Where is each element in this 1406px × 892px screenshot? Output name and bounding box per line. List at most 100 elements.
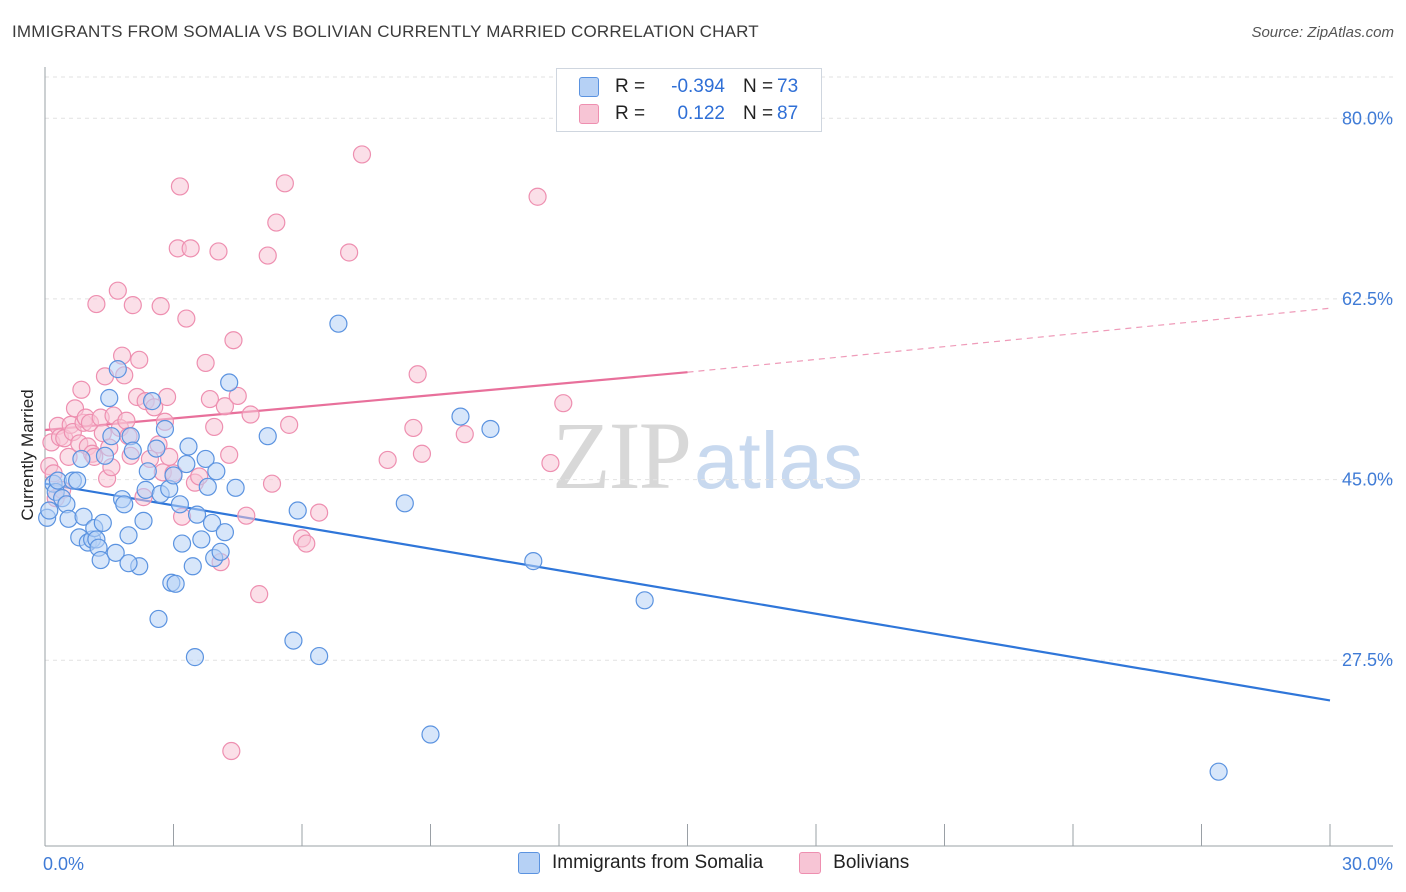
point-bolivian xyxy=(130,350,149,369)
point-bolivian xyxy=(237,506,256,525)
point-somalia xyxy=(108,360,127,379)
point-somalia xyxy=(68,471,87,490)
trend-line-bolivians-extension xyxy=(687,307,1331,373)
point-somalia xyxy=(123,441,142,460)
point-bolivian xyxy=(224,331,243,350)
series-legend: Immigrants from Somalia Bolivians xyxy=(518,852,945,874)
point-somalia xyxy=(310,646,329,666)
legend-n-value: 73 xyxy=(777,76,799,97)
point-somalia xyxy=(226,478,245,497)
point-bolivian xyxy=(215,397,234,416)
point-somalia xyxy=(481,419,500,439)
point-somalia xyxy=(220,373,239,392)
legend-label-bolivians: Bolivians xyxy=(833,852,910,873)
legend-row-somalia: R = -0.394 N = 73 xyxy=(579,76,798,98)
point-somalia xyxy=(215,523,234,542)
point-bolivian xyxy=(87,294,106,314)
point-somalia xyxy=(288,501,307,520)
point-bolivian xyxy=(340,243,359,262)
point-somalia xyxy=(635,591,654,610)
point-bolivian xyxy=(412,444,432,463)
point-bolivian xyxy=(228,386,247,406)
legend-r-value: 0.122 xyxy=(677,103,725,124)
point-somalia xyxy=(40,501,59,520)
legend-r-label: R = xyxy=(615,103,646,124)
point-somalia xyxy=(172,534,192,553)
point-bolivian xyxy=(258,246,277,265)
source-credit: Source: ZipAtlas.com xyxy=(1251,24,1394,41)
point-somalia xyxy=(136,480,155,499)
point-bolivian xyxy=(205,417,224,437)
point-bolivian xyxy=(157,387,177,407)
point-bolivian xyxy=(209,242,228,261)
point-bolivian xyxy=(310,503,329,522)
point-somalia xyxy=(187,505,207,524)
legend-row-bolivians: R = 0.122 N = 87 xyxy=(579,103,798,125)
point-somalia xyxy=(177,454,196,474)
legend-label-somalia: Immigrants from Somalia xyxy=(552,852,764,873)
point-somalia xyxy=(179,437,198,456)
point-somalia xyxy=(258,427,277,446)
point-bolivian xyxy=(262,474,282,493)
legend-swatch-bolivians xyxy=(579,104,599,124)
legend-item-somalia[interactable]: Immigrants from Somalia xyxy=(518,852,763,874)
legend-swatch-somalia xyxy=(579,77,599,97)
point-bolivian xyxy=(404,418,423,438)
point-somalia xyxy=(95,446,115,465)
point-somalia xyxy=(395,494,414,513)
point-somalia xyxy=(196,449,215,469)
point-somalia xyxy=(134,511,153,530)
y-tick-label: 45.0% xyxy=(1342,470,1393,490)
y-tick-label: 62.5% xyxy=(1342,289,1393,309)
point-bolivian xyxy=(378,450,397,470)
x-tick-label: 30.0% xyxy=(1342,854,1393,874)
axes xyxy=(44,67,1393,847)
point-bolivian xyxy=(352,145,372,164)
point-somalia xyxy=(119,526,138,545)
point-somalia xyxy=(138,462,157,481)
point-somalia xyxy=(142,392,162,411)
point-somalia xyxy=(211,542,230,561)
point-bolivian xyxy=(528,187,547,206)
point-somalia xyxy=(329,314,348,333)
point-bolivian xyxy=(241,405,260,424)
point-somalia xyxy=(170,495,190,514)
point-somalia xyxy=(183,557,202,576)
point-somalia xyxy=(421,725,440,744)
tick-labels: 80.0% 62.5% 45.0% 27.5% 0.0% 30.0% xyxy=(43,108,1393,874)
point-bolivian xyxy=(177,309,196,328)
point-bolivian xyxy=(196,353,215,373)
point-bolivian xyxy=(297,534,316,553)
point-bolivian xyxy=(275,174,294,193)
point-somalia xyxy=(106,543,125,562)
data-points xyxy=(38,145,1228,781)
trend-line-bolivians xyxy=(44,371,688,432)
legend-swatch-bolivians xyxy=(799,852,822,874)
point-somalia xyxy=(524,552,543,571)
point-bolivian xyxy=(123,296,142,315)
point-bolivian xyxy=(280,415,299,434)
trend-lines xyxy=(44,307,1331,702)
point-bolivian xyxy=(220,445,239,464)
point-somalia xyxy=(284,631,303,650)
legend-item-bolivians[interactable]: Bolivians xyxy=(799,852,909,874)
legend-r-value: -0.394 xyxy=(671,76,725,97)
point-bolivian xyxy=(108,281,127,300)
y-tick-label: 80.0% xyxy=(1342,108,1393,128)
watermark-atlas: atlas xyxy=(694,416,863,505)
point-somalia xyxy=(115,495,134,514)
watermark-zip: ZIP xyxy=(552,402,692,509)
grid-lines xyxy=(45,76,1393,661)
point-bolivian xyxy=(200,389,220,409)
legend-r-label: R = xyxy=(615,76,646,97)
point-somalia xyxy=(93,513,112,533)
point-bolivian xyxy=(222,741,241,761)
point-bolivian xyxy=(170,177,190,196)
point-somalia xyxy=(102,427,121,446)
point-somalia xyxy=(166,574,185,593)
point-bolivian xyxy=(250,585,269,604)
point-somalia xyxy=(192,530,211,549)
point-somalia xyxy=(74,507,93,526)
trend-line-somalia xyxy=(44,482,1331,702)
legend-swatch-somalia xyxy=(518,852,540,874)
